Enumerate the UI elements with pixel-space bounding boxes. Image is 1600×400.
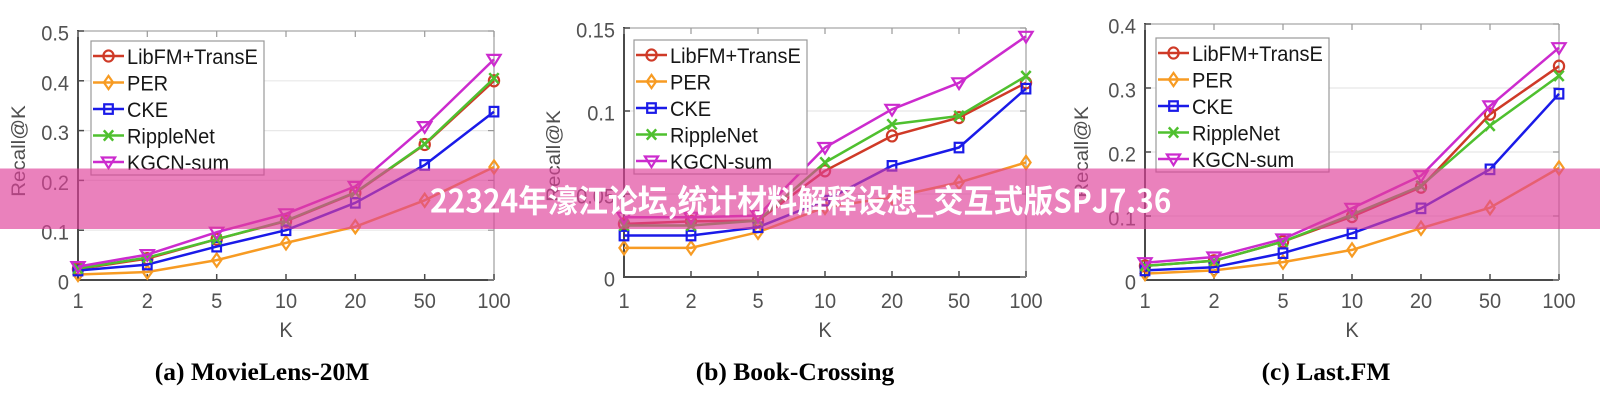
- svg-text:0.2: 0.2: [1108, 143, 1136, 167]
- svg-text:1: 1: [618, 289, 629, 313]
- svg-text:10: 10: [1341, 289, 1363, 313]
- svg-text:10: 10: [814, 289, 836, 313]
- svg-text:2: 2: [142, 289, 153, 313]
- svg-text:RippleNet: RippleNet: [127, 125, 215, 149]
- svg-text:KGCN-sum: KGCN-sum: [1192, 148, 1294, 172]
- svg-text:5: 5: [1277, 289, 1288, 313]
- svg-text:0.1: 0.1: [587, 102, 615, 126]
- svg-text:50: 50: [414, 289, 436, 313]
- svg-text:PER: PER: [127, 72, 168, 96]
- svg-text:0.4: 0.4: [1108, 15, 1136, 39]
- svg-text:0: 0: [58, 271, 69, 295]
- svg-text:5: 5: [752, 289, 763, 313]
- svg-text:0.15: 0.15: [576, 19, 615, 43]
- svg-text:PER: PER: [670, 71, 711, 95]
- svg-text:PER: PER: [1192, 69, 1233, 93]
- svg-text:20: 20: [344, 289, 366, 313]
- svg-text:5: 5: [211, 289, 222, 313]
- svg-text:20: 20: [1410, 289, 1432, 313]
- svg-text:CKE: CKE: [670, 97, 711, 121]
- svg-text:(a) MovieLens-20M: (a) MovieLens-20M: [155, 357, 370, 386]
- svg-text:0.5: 0.5: [41, 22, 69, 46]
- svg-text:CKE: CKE: [1192, 95, 1233, 119]
- svg-text:K: K: [1345, 318, 1358, 342]
- svg-text:0: 0: [1125, 271, 1136, 295]
- svg-text:1: 1: [1139, 289, 1150, 313]
- svg-text:LibFM+TransE: LibFM+TransE: [1192, 42, 1323, 66]
- svg-text:20: 20: [881, 289, 903, 313]
- svg-text:0.3: 0.3: [41, 121, 69, 145]
- svg-text:RippleNet: RippleNet: [1192, 122, 1280, 146]
- svg-text:2: 2: [1208, 289, 1219, 313]
- svg-text:LibFM+TransE: LibFM+TransE: [670, 44, 801, 68]
- svg-text:(c) Last.FM: (c) Last.FM: [1262, 357, 1391, 386]
- svg-text:10: 10: [275, 289, 297, 313]
- svg-text:CKE: CKE: [127, 98, 168, 122]
- svg-text:RippleNet: RippleNet: [670, 124, 758, 148]
- svg-text:K: K: [818, 318, 831, 342]
- svg-text:100: 100: [477, 289, 510, 313]
- svg-text:0.4: 0.4: [41, 72, 69, 96]
- svg-text:100: 100: [1542, 289, 1575, 313]
- svg-text:50: 50: [948, 289, 970, 313]
- svg-text:2: 2: [685, 289, 696, 313]
- svg-text:1: 1: [72, 289, 83, 313]
- svg-text:(b) Book-Crossing: (b) Book-Crossing: [696, 357, 895, 386]
- svg-text:0: 0: [604, 268, 615, 292]
- svg-text:100: 100: [1009, 289, 1042, 313]
- svg-text:KGCN-sum: KGCN-sum: [670, 150, 772, 174]
- svg-text:50: 50: [1479, 289, 1501, 313]
- svg-text:K: K: [279, 318, 292, 342]
- svg-text:LibFM+TransE: LibFM+TransE: [127, 45, 258, 69]
- svg-text:0.3: 0.3: [1108, 79, 1136, 103]
